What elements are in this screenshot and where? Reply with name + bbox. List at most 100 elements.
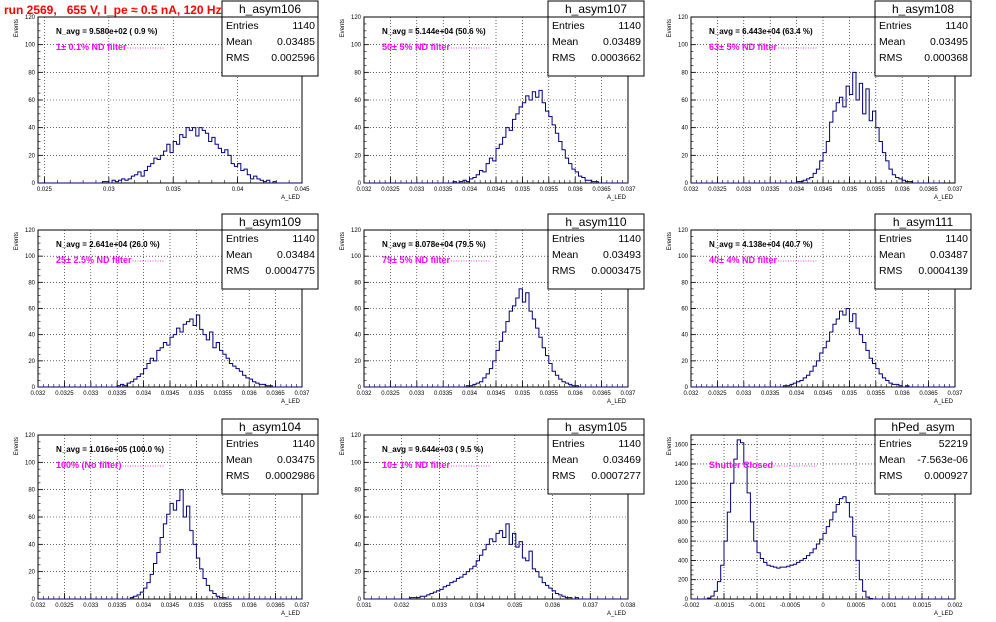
x-tick-label: 0.03 <box>103 187 115 193</box>
y-axis-title: Events <box>340 232 346 250</box>
stats-label: RMS <box>226 52 249 64</box>
x-tick-label: 0.0365 <box>592 187 611 193</box>
y-tick-label: 80 <box>28 70 35 76</box>
y-tick-label: 20 <box>354 570 361 576</box>
y-tick-label: 0 <box>685 597 689 603</box>
stats-value: 1140 <box>618 20 641 32</box>
y-tick-label: 20 <box>681 359 688 365</box>
y-tick-label: 0 <box>32 597 36 603</box>
y-tick-label: 400 <box>678 558 689 564</box>
x-tick-label: 0.0335 <box>434 391 453 397</box>
x-tick-label: 0.0355 <box>214 391 233 397</box>
y-tick-label: 1400 <box>675 462 689 468</box>
x-tick-label: 0.033 <box>83 391 99 397</box>
x-tick-label: 0.033 <box>736 187 752 193</box>
x-tick-label: 0.0345 <box>161 391 180 397</box>
x-tick-label: 0.033 <box>409 187 425 193</box>
y-tick-label: 80 <box>681 70 688 76</box>
navg-label: N_avg = 8.078e+04 (79.5 %) <box>382 240 486 249</box>
x-tick-label: 0.0325 <box>55 603 74 609</box>
x-tick-label: 0.031 <box>356 603 372 609</box>
stats-label: Entries <box>226 438 259 450</box>
y-tick-label: 120 <box>351 15 362 21</box>
x-tick-label: -0.002 <box>682 603 700 609</box>
x-tick-label: 0.0015 <box>913 603 932 609</box>
y-tick-label: 100 <box>25 254 36 260</box>
stats-frame <box>547 0 645 77</box>
x-tick-label: 0.0355 <box>867 391 886 397</box>
stats-box: h_asym105 Entries 1140 Mean 0.03469 RMS 0.0007… <box>547 418 645 495</box>
x-tick-label: 0.036 <box>568 187 584 193</box>
stats-label: Mean <box>552 249 578 261</box>
stats-value: 1140 <box>618 233 641 245</box>
y-tick-label: 40 <box>354 126 361 132</box>
y-tick-label: 40 <box>354 333 361 339</box>
stats-label: Entries <box>879 438 912 450</box>
x-tick-label: 0.0365 <box>919 391 938 397</box>
stats-label: Mean <box>552 454 578 466</box>
y-tick-label: 100 <box>351 43 362 49</box>
x-tick-label: 0.032 <box>356 391 372 397</box>
stats-title: h_asym105 <box>565 420 627 434</box>
y-tick-label: 0 <box>32 181 36 187</box>
y-tick-label: 20 <box>681 153 688 159</box>
x-tick-label: 0.034 <box>136 391 152 397</box>
y-tick-label: 80 <box>354 488 361 494</box>
x-tick-label: -0.0005 <box>780 603 801 609</box>
stats-frame <box>874 0 972 77</box>
x-tick-label: 0.036 <box>895 187 911 193</box>
x-tick-label: 0.0365 <box>592 391 611 397</box>
y-tick-label: 0 <box>358 597 362 603</box>
x-tick-label: 0.0345 <box>814 187 833 193</box>
stats-value: 0.0007277 <box>591 470 641 482</box>
x-tick-label: 0.035 <box>189 391 205 397</box>
y-tick-label: 60 <box>681 98 688 104</box>
stats-label: Entries <box>226 233 259 245</box>
x-tick-label: 0.0355 <box>214 603 233 609</box>
stats-label: Mean <box>226 454 252 466</box>
x-tick-label: -0.001 <box>748 603 766 609</box>
y-tick-label: 100 <box>25 43 36 49</box>
y-tick-label: 0 <box>358 181 362 187</box>
x-tick-label: 0.0335 <box>108 603 127 609</box>
x-tick-label: 0.037 <box>294 391 310 397</box>
y-tick-label: 20 <box>28 570 35 576</box>
x-tick-label: 0.0345 <box>487 391 506 397</box>
y-tick-label: 60 <box>28 515 35 521</box>
stats-value: 0.0003475 <box>591 265 641 277</box>
histogram-line-h_asym104 <box>38 489 302 600</box>
stats-value: 1140 <box>292 233 315 245</box>
x-tick-label: 0.04 <box>232 187 244 193</box>
navg-label: N_avg = 1.016e+05 (100.0 %) <box>56 445 164 454</box>
stats-label: Entries <box>552 438 585 450</box>
stats-label: Mean <box>552 36 578 48</box>
stats-frame <box>221 418 319 495</box>
y-tick-label: 120 <box>678 228 689 234</box>
filter-label: 25± 2.5% ND filter <box>56 255 132 265</box>
y-axis-title: Events <box>667 232 673 250</box>
panel-h_asym107: 0 20 40 60 80 100 120 0.032 0.0325 0.033 0.0335 0.0… <box>340 0 645 201</box>
stats-label: RMS <box>226 470 249 482</box>
y-tick-label: 80 <box>28 488 35 494</box>
page-title: run 2569, 655 V, I_pe ≈ 0.5 nA, 120 Hz <box>4 3 222 17</box>
x-tick-label: 0.035 <box>515 391 531 397</box>
stats-title: hPed_asym <box>891 420 954 434</box>
x-tick-label: 0.035 <box>507 603 523 609</box>
stats-value: 1140 <box>292 20 315 32</box>
y-tick-label: 1600 <box>675 443 689 449</box>
stats-value: 0.03489 <box>603 36 641 48</box>
y-tick-label: 40 <box>681 126 688 132</box>
y-tick-label: 120 <box>25 228 36 234</box>
x-tick-label: 0.033 <box>736 391 752 397</box>
x-tick-label: 0.045 <box>294 187 310 193</box>
y-tick-label: 120 <box>351 228 362 234</box>
filter-label: 63± 5% ND filter <box>709 42 777 52</box>
x-tick-label: 0.032 <box>683 187 699 193</box>
y-tick-label: 60 <box>28 307 35 313</box>
y-tick-label: 20 <box>28 153 35 159</box>
x-tick-label: -0.0015 <box>714 603 735 609</box>
x-tick-label: 0.0365 <box>266 391 285 397</box>
x-tick-label: 0.037 <box>947 391 963 397</box>
y-tick-label: 40 <box>354 542 361 548</box>
stats-value: 0.0004775 <box>265 265 315 277</box>
